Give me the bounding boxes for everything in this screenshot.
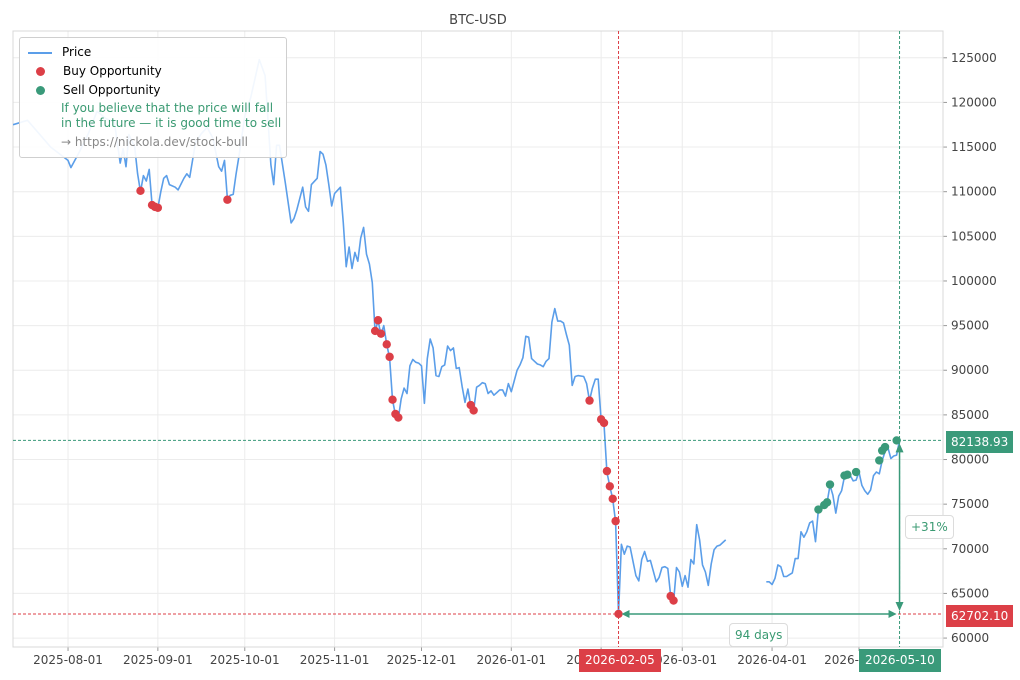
sell-point [814, 505, 823, 514]
x-tick-label: 2026-01-01 [476, 653, 546, 667]
x-tick-label: 2025-12-01 [387, 653, 457, 667]
legend-buy-label: Buy Opportunity [63, 64, 162, 78]
legend-sell-label: Sell Opportunity [63, 83, 161, 97]
legend-item-price: Price [28, 44, 91, 60]
price-arrow-bottom-head [895, 601, 904, 611]
y-tick-label: 85000 [951, 408, 989, 422]
price-series-line [766, 440, 901, 586]
y-tick-label: 120000 [951, 95, 997, 109]
price-arrow-top-head [895, 443, 904, 453]
buy-point [599, 418, 609, 428]
x-tick-label: 2026-03-01 [647, 653, 717, 667]
buy-point [585, 396, 594, 405]
buy-point [611, 516, 620, 526]
sell-price-badge: 82138.93 [946, 431, 1014, 453]
buy-point [376, 329, 386, 338]
sell-point [892, 436, 901, 445]
axes: 60000 65000 70000 75000 80000 85000 90000 95000… [12, 30, 997, 667]
legend-note-line2: in the future — it is good time to sell [61, 116, 282, 130]
y-tick-label: 70000 [951, 542, 989, 556]
sell-point [843, 470, 852, 479]
sell-point [825, 480, 835, 489]
sell-point [880, 442, 890, 452]
y-tick-label: 80000 [951, 453, 989, 467]
y-tick-label: 125000 [951, 51, 997, 65]
buy-dot-icon [36, 67, 45, 76]
plot-frame [12, 30, 944, 648]
x-tick-label: 2025-11-01 [300, 653, 370, 667]
buy-point [382, 340, 391, 349]
buy-point [602, 466, 612, 476]
y-tick-label: 60000 [951, 631, 989, 645]
y-tick-label: 105000 [951, 229, 997, 243]
price-line-swatch [28, 51, 52, 54]
legend-item-sell: Sell Opportunity [28, 82, 161, 98]
percent-change-label: +31% [905, 515, 954, 539]
x-tick-label: 2025-10-01 [210, 653, 280, 667]
legend: Price Buy Opportunity Sell Opportunity I… [19, 37, 287, 158]
x-tick-label: 2025-08-01 [33, 653, 103, 667]
price-series-line [13, 58, 727, 615]
legend-price-label: Price [62, 45, 92, 59]
days-arrow-left-head [621, 609, 630, 618]
buy-point [153, 203, 163, 212]
days-held-label: 94 days [729, 623, 789, 647]
buy-point [608, 494, 617, 504]
chart-title: BTC-USD [449, 13, 507, 28]
buy-point [669, 596, 678, 605]
y-tick-label: 90000 [951, 363, 989, 377]
x-tick-label: 2025-09-01 [123, 653, 193, 667]
sell-dot-icon [36, 86, 45, 95]
buy-point [605, 482, 615, 491]
sell-point [851, 467, 861, 477]
buy-point [394, 413, 403, 422]
days-arrow-right-head [888, 609, 897, 618]
buy-point [469, 406, 478, 415]
buy-point [614, 609, 623, 619]
y-tick-label: 65000 [951, 586, 989, 600]
buy-point [223, 195, 232, 204]
y-tick-label: 110000 [951, 185, 997, 199]
opportunity-points [136, 186, 901, 619]
legend-item-buy: Buy Opportunity [28, 63, 162, 79]
buy-point [385, 352, 394, 362]
sell-date-badge: 2026-05-10 [859, 649, 941, 672]
sell-point [822, 498, 832, 507]
buy-point [136, 186, 145, 196]
x-tick-label: 2026-04-01 [737, 653, 807, 667]
measurement-arrows [621, 443, 904, 618]
legend-link[interactable]: → https://nickola.dev/stock-bull [61, 135, 248, 149]
y-tick-label: 100000 [951, 274, 997, 288]
price-line [13, 58, 901, 615]
buy-point [388, 395, 397, 404]
sell-point [875, 456, 884, 465]
buy-price-badge: 62702.10 [946, 605, 1014, 627]
y-tick-label: 75000 [951, 497, 989, 511]
buy-point [373, 316, 383, 325]
y-tick-label: 95000 [951, 319, 989, 333]
legend-note-line1: If you believe that the price will fall [61, 101, 274, 115]
buy-date-badge: 2026-02-05 [579, 649, 661, 672]
y-tick-label: 115000 [951, 140, 997, 154]
